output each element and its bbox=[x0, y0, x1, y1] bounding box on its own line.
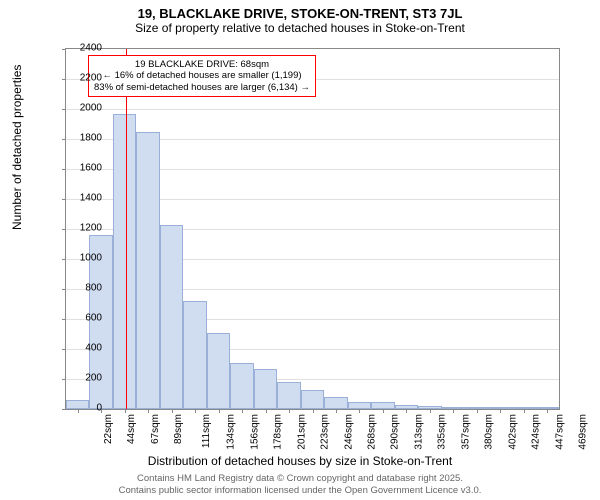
y-tick-label: 2000 bbox=[67, 103, 102, 114]
y-tick-mark bbox=[62, 289, 66, 290]
y-tick-label: 1800 bbox=[67, 133, 102, 144]
y-tick-label: 2400 bbox=[67, 43, 102, 54]
y-tick-label: 400 bbox=[67, 343, 102, 354]
histogram-bar bbox=[277, 382, 300, 409]
y-tick-mark bbox=[62, 409, 66, 410]
x-tick-mark bbox=[266, 409, 267, 413]
x-tick-mark bbox=[383, 409, 384, 413]
y-tick-mark bbox=[62, 229, 66, 230]
x-tick-label: 268sqm bbox=[367, 414, 378, 450]
histogram-bar bbox=[324, 397, 347, 409]
y-tick-mark bbox=[62, 49, 66, 50]
y-tick-mark bbox=[62, 259, 66, 260]
x-tick-mark bbox=[289, 409, 290, 413]
x-tick-label: 402sqm bbox=[507, 414, 518, 450]
x-tick-label: 44sqm bbox=[126, 414, 137, 444]
x-tick-mark bbox=[125, 409, 126, 413]
y-tick-label: 600 bbox=[67, 313, 102, 324]
x-tick-label: 313sqm bbox=[414, 414, 425, 450]
x-tick-mark bbox=[242, 409, 243, 413]
plot-area: 19 BLACKLAKE DRIVE: 68sqm← 16% of detach… bbox=[65, 48, 560, 410]
y-tick-label: 2200 bbox=[67, 73, 102, 84]
x-tick-label: 246sqm bbox=[343, 414, 354, 450]
y-tick-label: 0 bbox=[67, 403, 102, 414]
gridline bbox=[66, 109, 559, 110]
x-tick-label: 447sqm bbox=[554, 414, 565, 450]
callout-box: 19 BLACKLAKE DRIVE: 68sqm← 16% of detach… bbox=[88, 55, 316, 97]
y-tick-label: 1400 bbox=[67, 193, 102, 204]
histogram-bar bbox=[136, 132, 159, 410]
y-tick-label: 1000 bbox=[67, 253, 102, 264]
x-tick-label: 424sqm bbox=[531, 414, 542, 450]
footer-line-1: Contains HM Land Registry data © Crown c… bbox=[137, 473, 463, 484]
histogram-bar bbox=[183, 301, 206, 409]
x-tick-label: 178sqm bbox=[273, 414, 284, 450]
x-tick-label: 67sqm bbox=[150, 414, 161, 444]
x-tick-label: 469sqm bbox=[578, 414, 589, 450]
x-tick-mark bbox=[453, 409, 454, 413]
x-tick-label: 156sqm bbox=[249, 414, 260, 450]
x-tick-mark bbox=[195, 409, 196, 413]
x-tick-label: 201sqm bbox=[296, 414, 307, 450]
y-tick-mark bbox=[62, 319, 66, 320]
x-tick-label: 134sqm bbox=[226, 414, 237, 450]
histogram-bar bbox=[113, 114, 136, 410]
x-tick-mark bbox=[524, 409, 525, 413]
y-tick-mark bbox=[62, 199, 66, 200]
y-tick-label: 1200 bbox=[67, 223, 102, 234]
x-tick-label: 223sqm bbox=[320, 414, 331, 450]
y-tick-label: 800 bbox=[67, 283, 102, 294]
x-tick-label: 111sqm bbox=[201, 414, 212, 448]
chart-footer: Contains HM Land Registry data © Crown c… bbox=[0, 473, 600, 496]
x-tick-label: 380sqm bbox=[484, 414, 495, 450]
x-tick-mark bbox=[430, 409, 431, 413]
x-tick-mark bbox=[547, 409, 548, 413]
x-tick-mark bbox=[148, 409, 149, 413]
x-axis-label: Distribution of detached houses by size … bbox=[0, 454, 600, 468]
x-tick-mark bbox=[406, 409, 407, 413]
x-tick-mark bbox=[313, 409, 314, 413]
histogram-bar bbox=[301, 390, 324, 410]
histogram-bar bbox=[160, 225, 183, 410]
y-axis-label: Number of detached properties bbox=[10, 65, 24, 230]
y-tick-mark bbox=[62, 79, 66, 80]
y-tick-mark bbox=[62, 379, 66, 380]
x-tick-label: 335sqm bbox=[437, 414, 448, 450]
y-tick-mark bbox=[62, 109, 66, 110]
x-tick-mark bbox=[500, 409, 501, 413]
y-tick-mark bbox=[62, 349, 66, 350]
callout-line-3: 83% of semi-detached houses are larger (… bbox=[94, 82, 310, 93]
histogram-bar bbox=[230, 363, 253, 410]
histogram-bar bbox=[348, 402, 371, 410]
histogram-bar bbox=[371, 402, 394, 410]
x-tick-mark bbox=[359, 409, 360, 413]
chart-title-sub: Size of property relative to detached ho… bbox=[0, 21, 600, 39]
callout-line-1: 19 BLACKLAKE DRIVE: 68sqm bbox=[135, 59, 269, 70]
y-tick-label: 200 bbox=[67, 373, 102, 384]
y-tick-mark bbox=[62, 169, 66, 170]
x-tick-label: 89sqm bbox=[173, 414, 184, 444]
footer-line-2: Contains public sector information licen… bbox=[119, 485, 482, 496]
x-tick-label: 22sqm bbox=[103, 414, 114, 444]
x-tick-label: 290sqm bbox=[390, 414, 401, 450]
y-tick-mark bbox=[62, 139, 66, 140]
chart-title-main: 19, BLACKLAKE DRIVE, STOKE-ON-TRENT, ST3… bbox=[0, 0, 600, 21]
x-tick-label: 357sqm bbox=[460, 414, 471, 450]
marker-line bbox=[126, 49, 127, 409]
x-tick-mark bbox=[336, 409, 337, 413]
callout-line-2: ← 16% of detached houses are smaller (1,… bbox=[102, 70, 301, 81]
x-tick-mark bbox=[219, 409, 220, 413]
x-tick-mark bbox=[172, 409, 173, 413]
x-tick-mark bbox=[477, 409, 478, 413]
chart-container: 19, BLACKLAKE DRIVE, STOKE-ON-TRENT, ST3… bbox=[0, 0, 600, 500]
histogram-bar bbox=[207, 333, 230, 410]
y-tick-label: 1600 bbox=[67, 163, 102, 174]
histogram-bar bbox=[254, 369, 277, 410]
